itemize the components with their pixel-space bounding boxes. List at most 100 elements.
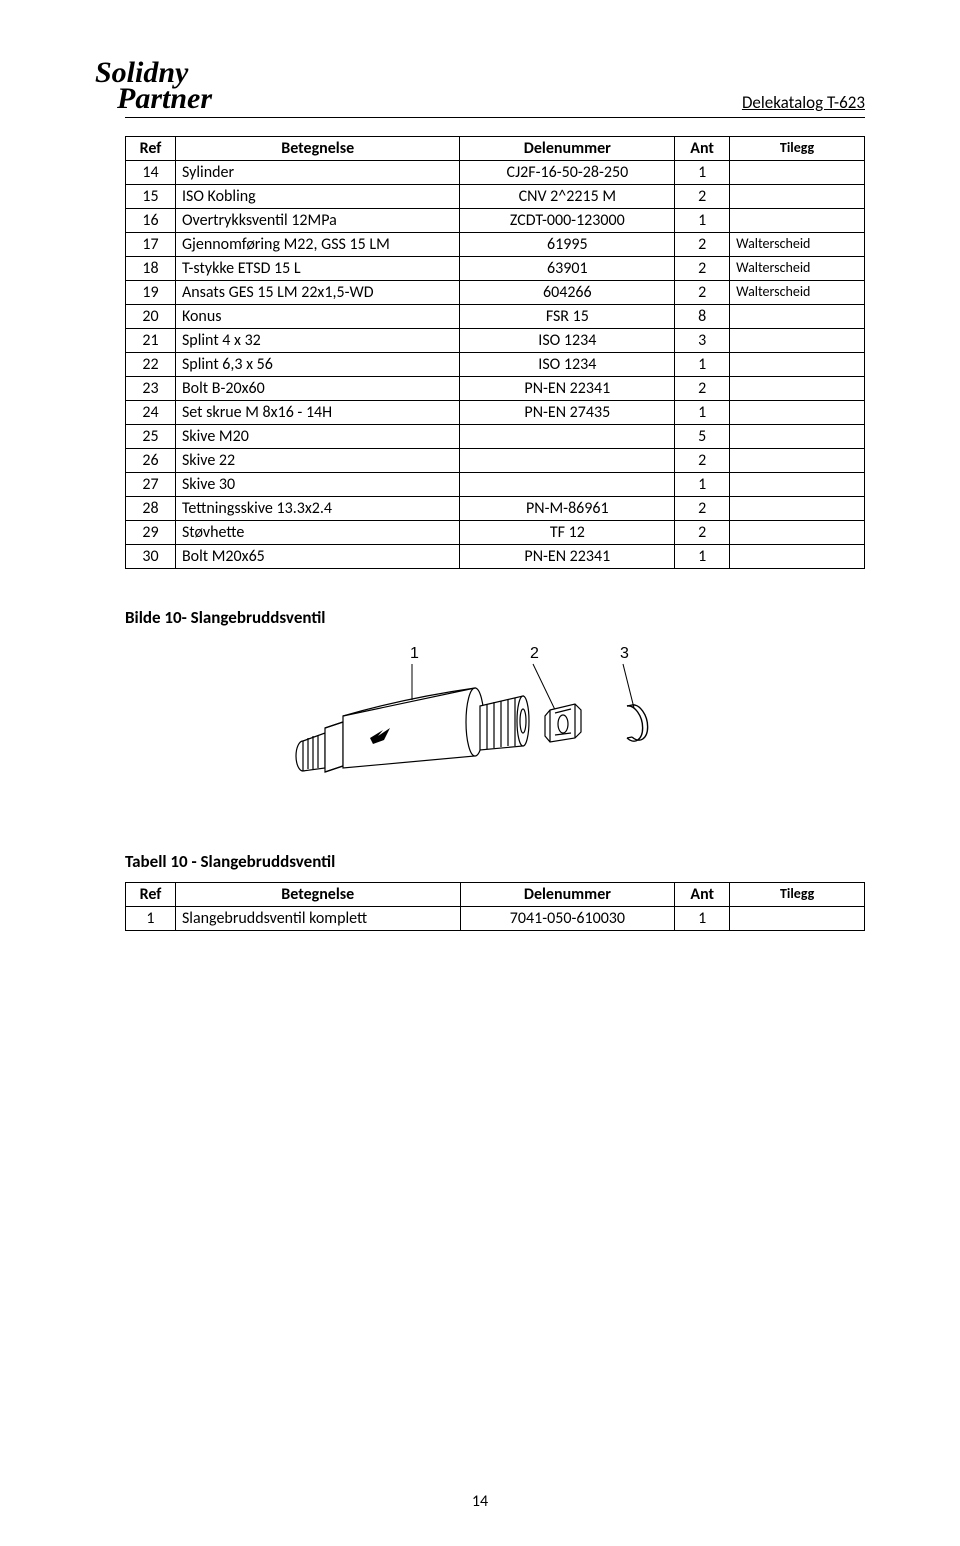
- table-cell: [730, 353, 865, 377]
- table-cell: Sylinder: [175, 161, 460, 185]
- table-header-row: Ref Betegnelse Delenummer Ant Tilegg: [126, 137, 865, 161]
- table-cell: 61995: [460, 233, 675, 257]
- table-cell: 29: [126, 521, 176, 545]
- col-header-tilegg: Tilegg: [730, 137, 865, 161]
- table-cell: Walterscheid: [730, 233, 865, 257]
- table-cell: Bolt M20x65: [175, 545, 460, 569]
- col-header-tilegg: Tilegg: [730, 883, 865, 907]
- table-cell: 3: [675, 329, 730, 353]
- table-cell: 1: [675, 473, 730, 497]
- table-cell: CNV 2^2215 M: [460, 185, 675, 209]
- table-cell: 18: [126, 257, 176, 281]
- table-cell: [730, 161, 865, 185]
- col-header-delenummer: Delenummer: [460, 137, 675, 161]
- table-cell: 2: [675, 257, 730, 281]
- table-cell: 1: [675, 907, 730, 931]
- table-row: 1Slangebruddsventil komplett7041-050-610…: [126, 907, 865, 931]
- table-cell: 28: [126, 497, 176, 521]
- table-row: 20KonusFSR 158: [126, 305, 865, 329]
- table-cell: ZCDT-000-123000: [460, 209, 675, 233]
- col-header-ant: Ant: [675, 137, 730, 161]
- bilde-heading: Bilde 10- Slangebruddsventil: [125, 607, 865, 628]
- table-cell: 2: [675, 377, 730, 401]
- table-cell: 25: [126, 425, 176, 449]
- page-header: Solidny Partner Delekatalog T-623: [125, 60, 865, 118]
- col-header-ant: Ant: [675, 883, 730, 907]
- table-cell: [730, 425, 865, 449]
- table-cell: T-stykke ETSD 15 L: [175, 257, 460, 281]
- table-cell: 1: [675, 401, 730, 425]
- table-cell: 2: [675, 233, 730, 257]
- tabell-heading: Tabell 10 - Slangebruddsventil: [125, 851, 865, 872]
- diagram-label-3: 3: [620, 645, 629, 662]
- table-cell: Støvhette: [175, 521, 460, 545]
- table-row: 25Skive M205: [126, 425, 865, 449]
- table-cell: Overtrykksventil 12MPa: [175, 209, 460, 233]
- table-cell: 63901: [460, 257, 675, 281]
- table-cell: 5: [675, 425, 730, 449]
- table-cell: 2: [675, 497, 730, 521]
- logo: Solidny Partner: [95, 60, 212, 111]
- table-row: 30Bolt M20x65PN-EN 223411: [126, 545, 865, 569]
- table-cell: PN-EN 27435: [460, 401, 675, 425]
- table-cell: [730, 401, 865, 425]
- table-row: 18T-stykke ETSD 15 L639012Walterscheid: [126, 257, 865, 281]
- table-row: 23Bolt B-20x60PN-EN 223412: [126, 377, 865, 401]
- table-cell: 2: [675, 449, 730, 473]
- table-cell: 15: [126, 185, 176, 209]
- col-header-betegnelse: Betegnelse: [175, 137, 460, 161]
- table-cell: FSR 15: [460, 305, 675, 329]
- table-cell: TF 12: [460, 521, 675, 545]
- table-cell: Gjennomføring M22, GSS 15 LM: [175, 233, 460, 257]
- table-cell: Set skrue M 8x16 - 14H: [175, 401, 460, 425]
- table-cell: Ansats GES 15 LM 22x1,5-WD: [175, 281, 460, 305]
- col-header-ref: Ref: [126, 883, 176, 907]
- document-title: Delekatalog T-623: [742, 92, 865, 115]
- table-cell: [730, 329, 865, 353]
- table-cell: 7041-050-610030: [460, 907, 675, 931]
- diagram-label-2: 2: [530, 645, 539, 662]
- table-cell: 1: [675, 353, 730, 377]
- table-cell: [730, 521, 865, 545]
- table-cell: [460, 425, 675, 449]
- table-cell: [730, 185, 865, 209]
- exploded-diagram: 1 2 3: [125, 638, 865, 813]
- col-header-delenummer: Delenummer: [460, 883, 675, 907]
- table-cell: 1: [675, 161, 730, 185]
- logo-line2: Partner: [95, 86, 212, 112]
- table-cell: ISO 1234: [460, 353, 675, 377]
- table-cell: [730, 209, 865, 233]
- table-cell: Tettningsskive 13.3x2.4: [175, 497, 460, 521]
- table-cell: 24: [126, 401, 176, 425]
- table-row: 29StøvhetteTF 122: [126, 521, 865, 545]
- table-cell: Skive 30: [175, 473, 460, 497]
- table-cell: [730, 545, 865, 569]
- table-cell: 21: [126, 329, 176, 353]
- col-header-ref: Ref: [126, 137, 176, 161]
- table-cell: Walterscheid: [730, 281, 865, 305]
- table-cell: 604266: [460, 281, 675, 305]
- table-cell: [730, 473, 865, 497]
- table-cell: Splint 4 x 32: [175, 329, 460, 353]
- table-row: 15ISO KoblingCNV 2^2215 M2: [126, 185, 865, 209]
- table-cell: 8: [675, 305, 730, 329]
- table-row: 24Set skrue M 8x16 - 14HPN-EN 274351: [126, 401, 865, 425]
- table-cell: PN-EN 22341: [460, 377, 675, 401]
- table-cell: [730, 907, 865, 931]
- table-cell: [460, 473, 675, 497]
- table-cell: 1: [126, 907, 176, 931]
- table-row: 17Gjennomføring M22, GSS 15 LM619952Walt…: [126, 233, 865, 257]
- table-cell: 26: [126, 449, 176, 473]
- table-cell: 17: [126, 233, 176, 257]
- table-cell: 30: [126, 545, 176, 569]
- table-cell: 2: [675, 281, 730, 305]
- table-cell: 14: [126, 161, 176, 185]
- table-cell: [730, 497, 865, 521]
- table-row: 28Tettningsskive 13.3x2.4PN-M-869612: [126, 497, 865, 521]
- parts-table-1: Ref Betegnelse Delenummer Ant Tilegg 14S…: [125, 136, 865, 569]
- table-cell: 1: [675, 545, 730, 569]
- table-cell: 27: [126, 473, 176, 497]
- table-cell: 20: [126, 305, 176, 329]
- table-cell: [730, 305, 865, 329]
- table-cell: 19: [126, 281, 176, 305]
